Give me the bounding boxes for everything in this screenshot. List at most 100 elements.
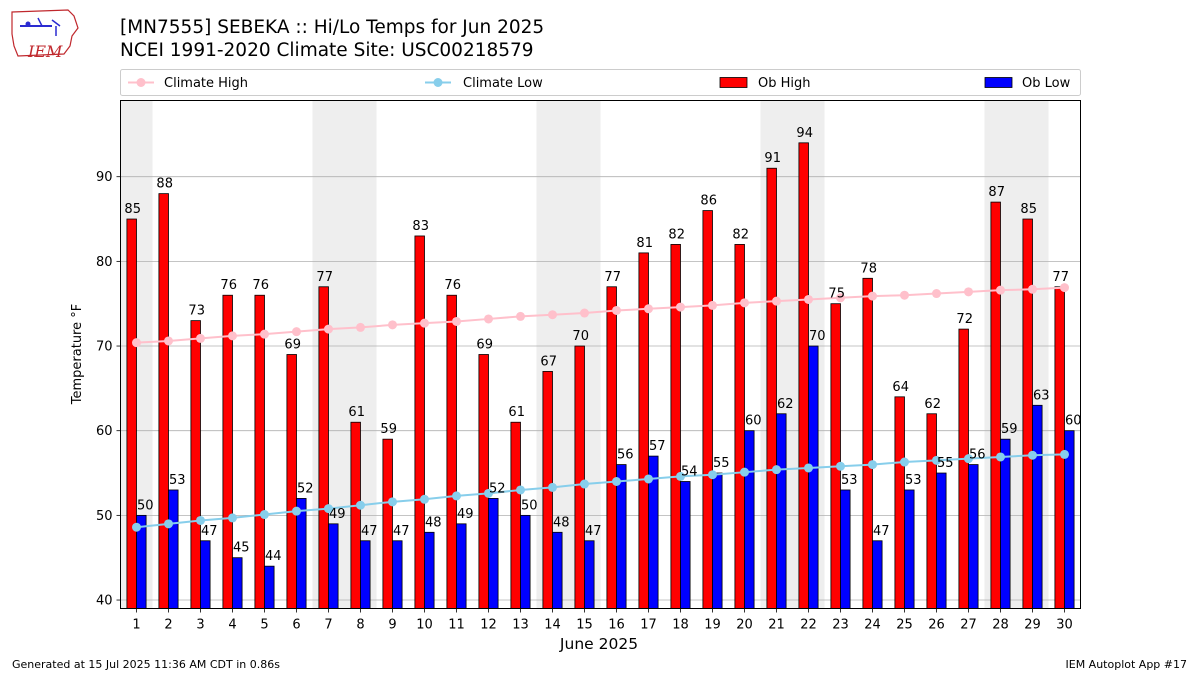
climate-high-point	[932, 289, 941, 299]
climate-high-point	[452, 316, 461, 326]
data-label-high: 69	[284, 338, 301, 353]
data-label-high: 76	[220, 278, 237, 293]
bar-ob-high	[414, 235, 425, 609]
data-label-high: 76	[252, 278, 269, 293]
x-tick-label: 9	[388, 618, 396, 633]
x-tick-label: 6	[292, 618, 300, 633]
data-label-high: 88	[156, 177, 173, 192]
climate-low-point	[388, 497, 397, 507]
data-label-high: 86	[700, 194, 717, 209]
bar-ob-high	[1054, 286, 1065, 609]
climate-low-line	[136, 453, 1065, 529]
climate-high-point	[164, 336, 173, 346]
climate-high-point	[548, 310, 557, 320]
data-label-low: 57	[649, 439, 666, 454]
data-label-low: 55	[713, 456, 730, 471]
climate-low-point	[1028, 450, 1037, 460]
x-tick-label: 7	[324, 618, 332, 633]
legend-climate-high-label: Climate High	[164, 76, 248, 91]
climate-low-point	[804, 463, 813, 473]
data-label-high: 59	[380, 422, 397, 437]
climate-high-point	[836, 293, 845, 303]
data-label-high: 91	[764, 151, 781, 166]
bar-ob-low	[616, 464, 627, 609]
data-label-low: 54	[681, 465, 698, 480]
x-tick-label: 21	[768, 618, 785, 633]
bar-ob-high	[158, 193, 169, 609]
y-tick-label: 80	[96, 255, 113, 270]
bar-ob-high	[862, 277, 873, 609]
x-tick-label: 23	[832, 618, 849, 633]
climate-low-point	[516, 485, 525, 495]
x-tick-label: 4	[228, 618, 236, 633]
climate-low-point	[836, 461, 845, 471]
x-tick-label: 29	[1024, 618, 1041, 633]
legend-ob-high-label: Ob High	[758, 76, 811, 91]
climate-high-point	[388, 320, 397, 330]
data-label-low: 44	[265, 549, 282, 564]
climate-low-point	[548, 482, 557, 492]
data-label-high: 78	[860, 261, 877, 276]
climate-low-point	[484, 488, 493, 498]
climate-high-point	[516, 311, 525, 321]
bar-ob-low	[904, 489, 915, 609]
footer-app: IEM Autoplot App #17	[1065, 658, 1188, 671]
x-tick-label: 14	[544, 618, 561, 633]
bar-ob-high	[318, 286, 329, 609]
legend-climate-high-marker	[136, 78, 146, 87]
y-tick-label: 90	[96, 170, 113, 185]
bar-ob-low	[200, 540, 211, 609]
bar-ob-low	[1000, 438, 1011, 609]
bar-ob-low	[168, 489, 179, 609]
climate-high-point	[580, 308, 589, 318]
climate-low-point	[964, 454, 973, 464]
climate-low-point	[740, 467, 749, 477]
chart-subtitle: NCEI 1991-2020 Climate Site: USC00218579	[120, 40, 534, 61]
climate-low-point	[452, 491, 461, 501]
data-label-low: 49	[329, 507, 346, 522]
data-label-low: 47	[201, 524, 218, 539]
bar-ob-high	[990, 201, 1001, 609]
climate-high-point	[900, 290, 909, 300]
y-axis-label: Temperature °F	[70, 304, 85, 405]
bar-ob-high	[926, 413, 937, 609]
bar-ob-low	[712, 472, 723, 609]
bar-ob-high	[478, 354, 489, 609]
climate-low-point	[164, 519, 173, 529]
climate-high-point	[772, 296, 781, 306]
climate-high-point	[420, 318, 429, 328]
data-label-low: 60	[745, 414, 762, 429]
data-label-low: 52	[489, 481, 506, 496]
data-label-high: 67	[540, 354, 557, 369]
legend-ob-low-swatch	[984, 77, 1013, 88]
climate-high-point	[868, 291, 877, 301]
bar-ob-low	[1032, 404, 1043, 609]
climate-high-point	[740, 298, 749, 308]
data-label-high: 72	[956, 312, 973, 327]
climate-low-point	[580, 479, 589, 489]
bar-ob-high	[798, 142, 809, 609]
x-tick-label: 1	[132, 618, 140, 633]
data-label-high: 82	[732, 227, 749, 242]
x-tick-label: 20	[736, 618, 753, 633]
bar-ob-high	[126, 218, 137, 609]
bar-ob-high	[446, 294, 457, 609]
bar-ob-low	[232, 557, 243, 609]
x-tick-label: 3	[196, 618, 204, 633]
x-tick-label: 19	[704, 618, 721, 633]
climate-low-point	[420, 494, 429, 504]
climate-low-point	[900, 457, 909, 467]
x-tick-label: 2	[164, 618, 172, 633]
data-label-high: 61	[348, 405, 365, 420]
x-tick-label: 22	[800, 618, 817, 633]
climate-high-point	[132, 338, 141, 348]
data-label-low: 52	[297, 481, 314, 496]
bar-ob-high	[510, 421, 521, 609]
bar-ob-low	[360, 540, 371, 609]
climate-low-point	[196, 515, 205, 525]
climate-high-point	[1028, 284, 1037, 294]
x-tick-label: 28	[992, 618, 1009, 633]
data-label-low: 56	[617, 448, 634, 463]
climate-low-point	[772, 465, 781, 475]
